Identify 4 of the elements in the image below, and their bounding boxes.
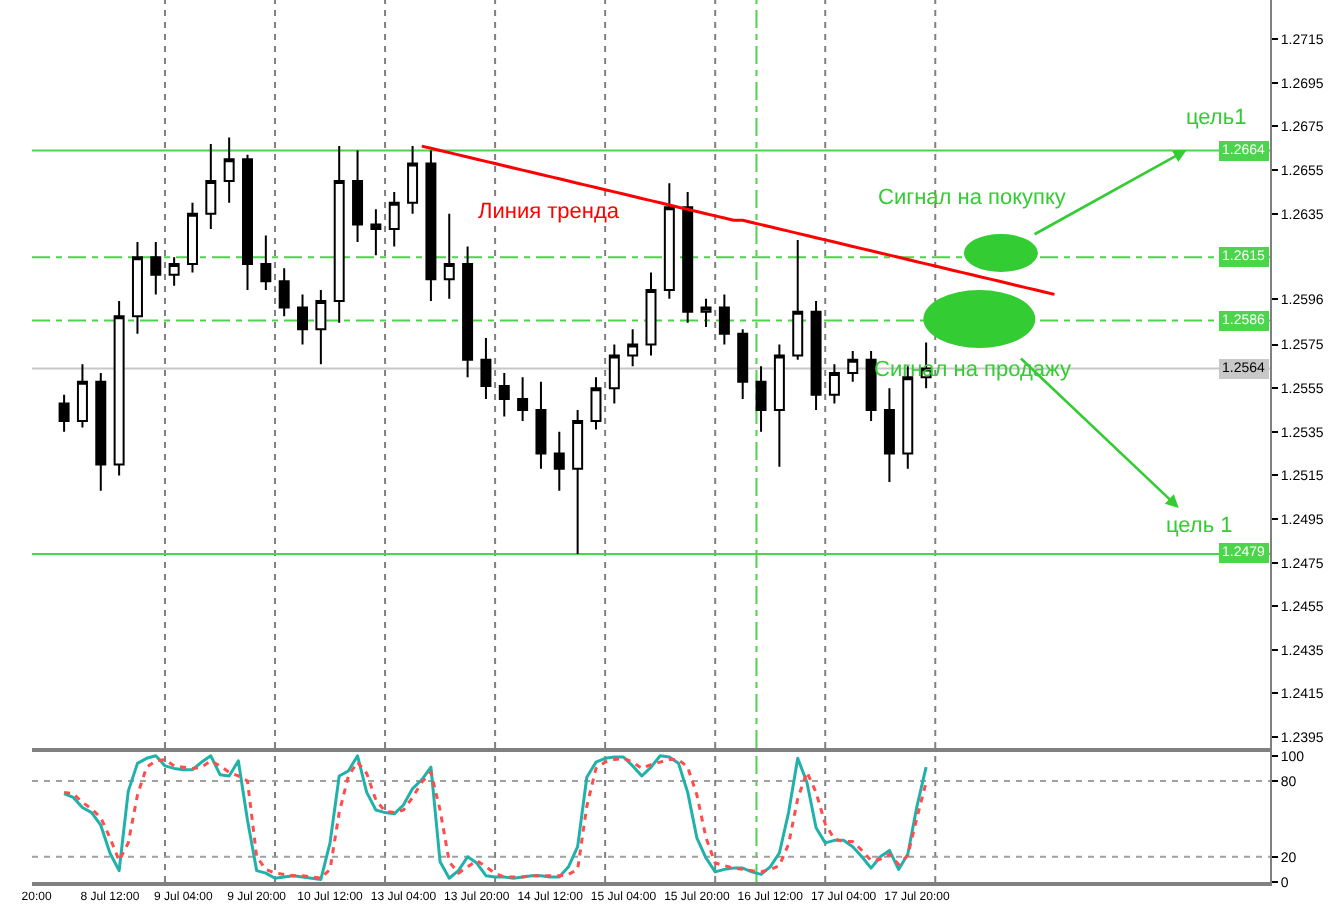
series-label: Линия тренда bbox=[478, 200, 621, 224]
annotation: цель 1 bbox=[1166, 514, 1233, 538]
annotation: Сигнал на покупку bbox=[878, 186, 1067, 210]
annotation: цель1 bbox=[1186, 106, 1247, 130]
